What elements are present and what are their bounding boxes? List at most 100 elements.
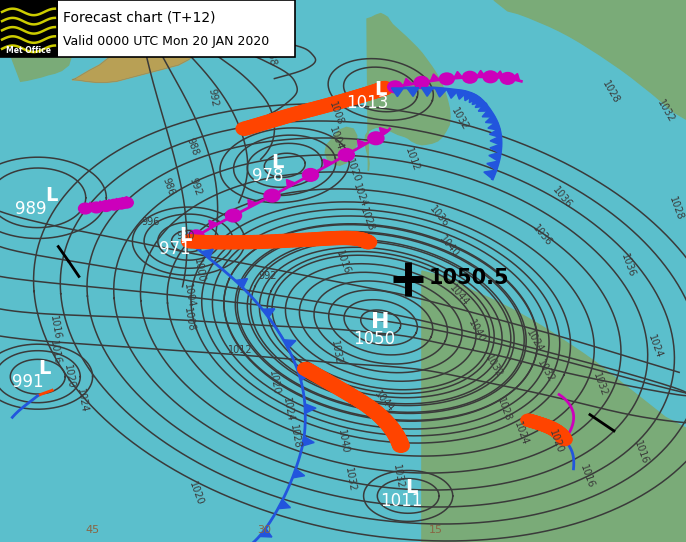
- Circle shape: [192, 235, 209, 248]
- Circle shape: [364, 403, 380, 416]
- Circle shape: [364, 86, 381, 99]
- Circle shape: [439, 73, 454, 85]
- Circle shape: [392, 438, 409, 451]
- Circle shape: [268, 235, 285, 248]
- Polygon shape: [472, 95, 484, 105]
- Polygon shape: [464, 91, 475, 101]
- Polygon shape: [323, 159, 333, 167]
- Circle shape: [308, 233, 324, 246]
- Circle shape: [345, 390, 362, 403]
- Circle shape: [331, 382, 348, 395]
- Circle shape: [357, 88, 374, 101]
- Circle shape: [368, 132, 384, 145]
- Circle shape: [354, 89, 370, 102]
- Circle shape: [528, 416, 543, 428]
- Circle shape: [90, 202, 103, 213]
- Polygon shape: [0, 27, 72, 81]
- Circle shape: [264, 189, 280, 202]
- Text: L: L: [45, 185, 58, 205]
- Circle shape: [272, 112, 288, 125]
- Circle shape: [320, 99, 336, 112]
- Circle shape: [259, 115, 275, 128]
- Circle shape: [549, 425, 565, 437]
- Circle shape: [523, 415, 538, 427]
- Circle shape: [279, 109, 296, 122]
- Text: 980: 980: [176, 231, 194, 241]
- Text: 1036: 1036: [619, 253, 637, 279]
- Circle shape: [318, 232, 335, 245]
- Circle shape: [346, 232, 362, 245]
- Polygon shape: [305, 404, 316, 413]
- Circle shape: [261, 115, 278, 128]
- Circle shape: [376, 82, 392, 95]
- Circle shape: [305, 102, 321, 115]
- Circle shape: [246, 236, 263, 249]
- Circle shape: [544, 422, 559, 434]
- Circle shape: [529, 417, 544, 429]
- Circle shape: [249, 119, 265, 132]
- Polygon shape: [262, 309, 275, 317]
- Circle shape: [554, 430, 569, 442]
- Circle shape: [550, 426, 565, 438]
- Circle shape: [196, 236, 212, 249]
- Text: 1040: 1040: [336, 429, 350, 455]
- Circle shape: [236, 122, 252, 136]
- Circle shape: [327, 96, 344, 109]
- Circle shape: [78, 203, 92, 214]
- Circle shape: [392, 437, 408, 450]
- Circle shape: [312, 101, 329, 114]
- Circle shape: [299, 364, 316, 377]
- Circle shape: [521, 414, 536, 426]
- Circle shape: [359, 235, 376, 248]
- Circle shape: [539, 420, 554, 432]
- Text: 1024: 1024: [75, 388, 89, 414]
- Circle shape: [533, 418, 548, 430]
- Text: 1050: 1050: [353, 330, 395, 348]
- Text: 1020: 1020: [268, 369, 281, 395]
- Circle shape: [335, 94, 351, 107]
- Circle shape: [357, 234, 373, 247]
- Text: 1024: 1024: [351, 182, 369, 209]
- Polygon shape: [478, 103, 490, 111]
- Circle shape: [548, 425, 563, 437]
- Circle shape: [359, 235, 375, 248]
- Circle shape: [296, 234, 313, 247]
- Circle shape: [115, 198, 128, 209]
- Text: 1036: 1036: [551, 185, 574, 210]
- Circle shape: [293, 234, 309, 247]
- Circle shape: [361, 400, 377, 413]
- FancyBboxPatch shape: [0, 0, 295, 57]
- Circle shape: [307, 367, 323, 380]
- Circle shape: [383, 422, 400, 435]
- Circle shape: [108, 199, 121, 210]
- Circle shape: [542, 421, 557, 433]
- Circle shape: [314, 372, 331, 385]
- Circle shape: [351, 393, 367, 406]
- Circle shape: [541, 421, 556, 433]
- Circle shape: [365, 404, 381, 417]
- Circle shape: [550, 426, 565, 438]
- Circle shape: [309, 369, 325, 382]
- Circle shape: [359, 87, 376, 100]
- Circle shape: [276, 110, 293, 123]
- Circle shape: [554, 429, 569, 441]
- Text: 1012: 1012: [403, 146, 421, 173]
- Polygon shape: [392, 88, 403, 96]
- Circle shape: [356, 397, 372, 410]
- Polygon shape: [490, 144, 501, 153]
- Circle shape: [555, 430, 570, 442]
- Polygon shape: [283, 340, 296, 349]
- Polygon shape: [431, 74, 440, 81]
- Circle shape: [539, 420, 554, 432]
- Circle shape: [189, 235, 205, 248]
- Circle shape: [272, 235, 289, 248]
- Circle shape: [536, 419, 552, 431]
- Circle shape: [371, 83, 388, 96]
- Circle shape: [307, 102, 324, 115]
- Circle shape: [352, 233, 368, 246]
- Circle shape: [269, 113, 285, 126]
- Circle shape: [323, 232, 340, 245]
- Circle shape: [368, 85, 385, 98]
- Polygon shape: [494, 0, 686, 119]
- Circle shape: [340, 386, 356, 399]
